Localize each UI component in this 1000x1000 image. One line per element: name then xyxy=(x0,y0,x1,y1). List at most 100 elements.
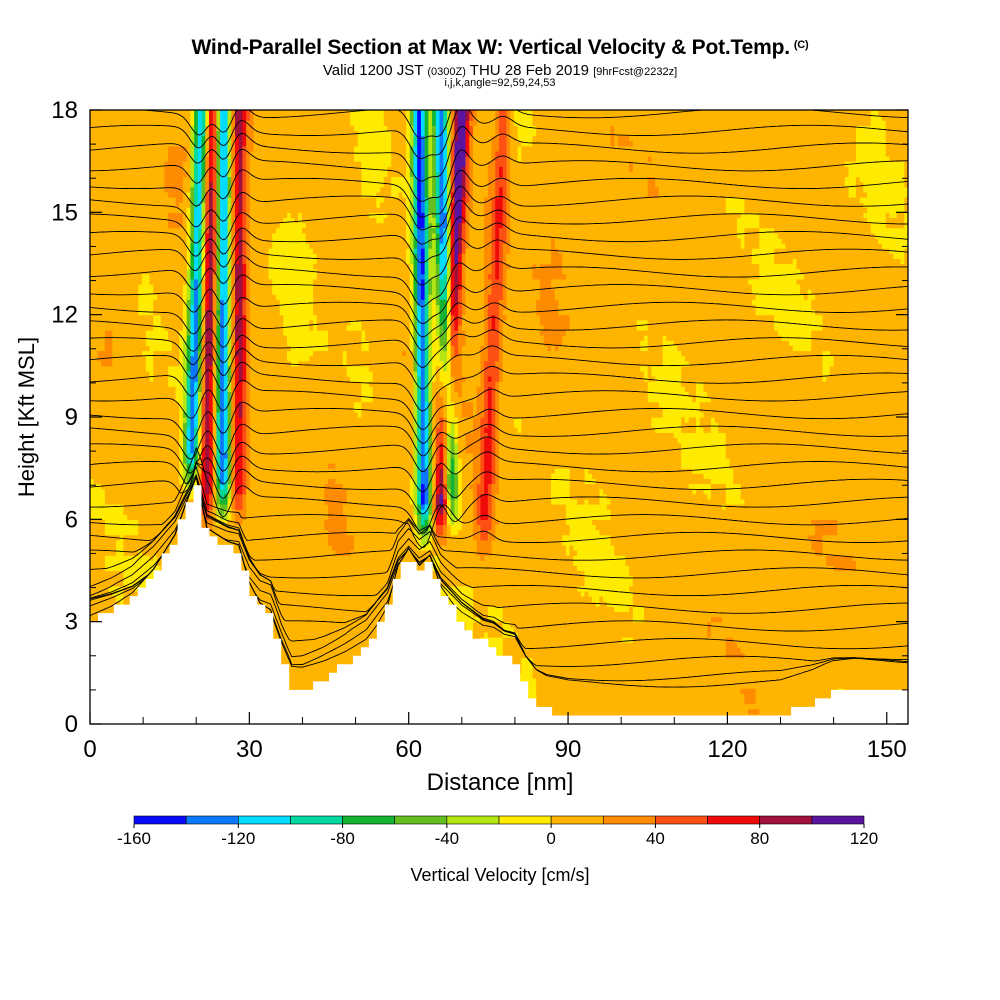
velocity-cell xyxy=(461,166,467,198)
velocity-cell xyxy=(893,110,898,162)
y-axis-label: Height [Kft MSL] xyxy=(14,337,39,497)
velocity-cell xyxy=(499,606,504,623)
velocity-cell xyxy=(424,544,429,551)
velocity-cell xyxy=(889,217,894,229)
velocity-cell xyxy=(647,381,653,403)
velocity-cell xyxy=(108,555,113,572)
velocity-cell xyxy=(580,596,586,724)
velocity-cell xyxy=(335,555,340,724)
velocity-cell xyxy=(714,422,719,485)
velocity-cell xyxy=(127,534,132,556)
colorbar-swatch xyxy=(707,815,761,825)
velocity-cell xyxy=(227,196,232,367)
velocity-cell xyxy=(610,145,615,546)
velocity-cell xyxy=(123,534,128,556)
velocity-cell xyxy=(521,110,526,147)
velocity-cell xyxy=(420,110,426,137)
velocity-cell xyxy=(339,555,344,724)
velocity-cell xyxy=(97,360,102,485)
velocity-cell xyxy=(443,227,448,275)
velocity-cell xyxy=(402,350,407,357)
velocity-cell xyxy=(506,263,511,270)
velocity-cell xyxy=(309,110,314,249)
velocity-cell xyxy=(606,534,612,607)
velocity-cell xyxy=(287,350,292,362)
velocity-cell xyxy=(855,125,861,178)
velocity-cell xyxy=(736,110,742,198)
velocity-cell xyxy=(261,110,266,724)
velocity-cell xyxy=(558,253,563,280)
velocity-cell xyxy=(699,411,705,418)
velocity-cell xyxy=(792,350,798,724)
velocity-cell xyxy=(216,110,221,132)
velocity-cell xyxy=(432,110,437,126)
velocity-cell xyxy=(156,110,162,316)
velocity-cell xyxy=(484,432,489,439)
colorbar-swatch xyxy=(185,815,239,825)
velocity-cell xyxy=(554,468,560,505)
velocity-cell xyxy=(469,417,474,433)
velocity-cell xyxy=(487,376,493,382)
theta-contour-line xyxy=(137,110,908,140)
velocity-cell xyxy=(469,488,474,587)
velocity-cell xyxy=(569,544,574,724)
velocity-cell xyxy=(625,135,630,147)
velocity-cell xyxy=(785,340,790,724)
velocity-cell xyxy=(822,110,827,352)
velocity-cell xyxy=(186,207,191,270)
velocity-cell xyxy=(681,468,686,724)
velocity-cell xyxy=(365,110,370,198)
velocity-cell xyxy=(216,488,221,505)
velocity-cell xyxy=(896,227,902,259)
velocity-cell xyxy=(223,503,229,510)
velocity-cell xyxy=(235,110,240,137)
velocity-cell xyxy=(376,110,381,193)
velocity-cell xyxy=(112,585,117,597)
velocity-cell xyxy=(595,503,600,520)
velocity-cell xyxy=(629,161,634,172)
velocity-cell xyxy=(867,125,872,224)
velocity-cell xyxy=(796,350,801,724)
velocity-cell xyxy=(368,196,374,213)
velocity-cell xyxy=(800,273,805,280)
velocity-cell xyxy=(502,621,508,638)
velocity-cell xyxy=(428,222,433,249)
velocity-cell xyxy=(707,396,712,403)
velocity-cell xyxy=(777,110,783,239)
velocity-cell xyxy=(904,212,908,249)
velocity-cell xyxy=(93,110,99,485)
velocity-cell xyxy=(301,227,307,234)
velocity-cell xyxy=(736,657,742,724)
velocity-cell xyxy=(558,503,563,724)
velocity-cell xyxy=(171,212,177,229)
velocity-cell xyxy=(365,196,370,341)
velocity-cell xyxy=(762,314,768,724)
velocity-cell xyxy=(751,294,757,300)
velocity-cell xyxy=(424,519,429,531)
velocity-cell xyxy=(446,585,452,623)
velocity-cell xyxy=(171,365,177,387)
velocity-cell xyxy=(305,243,310,362)
velocity-cell xyxy=(461,330,467,346)
colorbar-swatch xyxy=(811,815,865,825)
velocity-cell xyxy=(662,335,667,433)
velocity-cell xyxy=(443,483,448,500)
velocity-cell xyxy=(116,570,121,587)
velocity-cell xyxy=(223,493,229,505)
velocity-cell xyxy=(342,555,348,724)
velocity-cell xyxy=(617,110,623,137)
velocity-cell xyxy=(484,360,489,428)
velocity-cell xyxy=(510,637,515,674)
velocity-cell xyxy=(275,110,281,229)
velocity-cell xyxy=(402,110,407,178)
velocity-cell xyxy=(528,145,534,659)
velocity-cell xyxy=(748,703,753,710)
velocity-cell xyxy=(852,161,857,198)
velocity-cell xyxy=(346,555,351,724)
velocity-cell xyxy=(127,585,132,607)
velocity-cell xyxy=(889,253,894,724)
velocity-cell xyxy=(420,278,426,300)
velocity-cell xyxy=(346,330,351,367)
velocity-cell xyxy=(461,196,467,224)
velocity-cell xyxy=(197,304,203,352)
